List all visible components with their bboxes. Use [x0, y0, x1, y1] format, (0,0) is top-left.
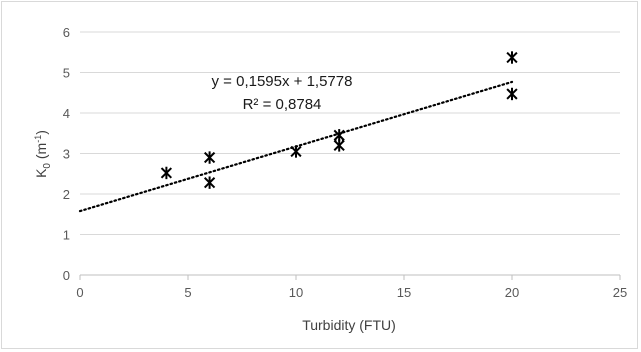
y-axis-title-unit-superscript: -1: [33, 135, 43, 143]
y-tick-label: 2: [63, 187, 70, 202]
y-tick-label: 5: [63, 66, 70, 81]
x-tick-label: 5: [184, 285, 191, 300]
trendline-r-squared: R² = 0,8784: [243, 96, 322, 113]
y-tick-label: 4: [63, 106, 70, 121]
y-axis-title-unit-open: (m: [33, 143, 49, 163]
open-marker: [335, 136, 344, 145]
y-axis-title-unit-close: ): [33, 130, 49, 135]
data-point: [203, 151, 216, 164]
y-tick-label: 0: [63, 268, 70, 283]
x-tick-label: 25: [613, 285, 627, 300]
x-tick-label: 0: [76, 285, 83, 300]
x-axis-title: Turbidity (FTU): [302, 317, 396, 333]
x-tick-label: 10: [289, 285, 303, 300]
y-tick-label: 3: [63, 147, 70, 162]
trendline-equation: y = 0,1595x + 1,5778: [212, 73, 353, 90]
y-axis-title: K0 (m-1): [33, 130, 53, 178]
x-tick-label: 20: [505, 285, 519, 300]
x-tick-label: 15: [397, 285, 411, 300]
axes: [79, 274, 621, 280]
gridlines: [80, 31, 620, 235]
data-point: [506, 51, 518, 64]
data-point: [506, 87, 518, 101]
y-axis-title-subscript: 0: [42, 163, 53, 169]
data-point: [290, 145, 302, 158]
data-points: [160, 51, 518, 189]
data-point: [160, 166, 173, 180]
y-tick-label: 6: [63, 25, 70, 40]
tick-labels: 0 1 2 3 4 5 6 0 5 10 15 20 25: [63, 25, 627, 300]
y-axis-title-base: K: [33, 168, 49, 178]
data-point: [203, 176, 216, 189]
y-tick-label: 1: [63, 228, 70, 243]
